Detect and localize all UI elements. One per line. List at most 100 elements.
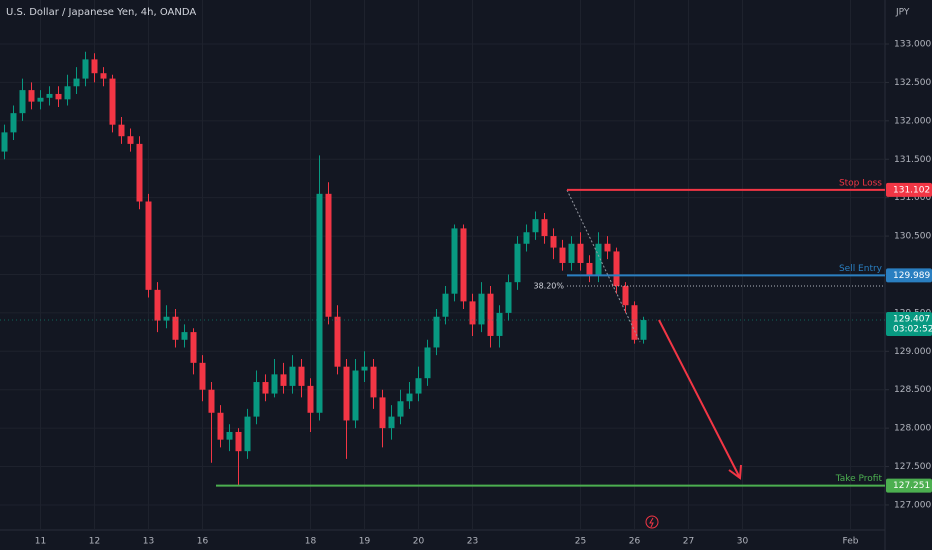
current-price-box: [886, 312, 932, 337]
candle-body: [253, 382, 260, 417]
candle-body: [73, 78, 80, 87]
candle-body: [1, 132, 8, 152]
arrow-head: [728, 464, 742, 480]
candle-body: [586, 262, 593, 275]
candle-body: [532, 219, 539, 233]
candle-body: [298, 366, 305, 386]
trend-line: [566, 189, 641, 343]
candle-body: [640, 320, 647, 340]
candle-body: [415, 378, 422, 394]
y-tick-label: 133.000: [894, 40, 931, 50]
candle-body: [442, 293, 449, 317]
candle-body: [199, 362, 206, 390]
level-name: Stop Loss: [839, 178, 882, 188]
candle-body: [235, 431, 242, 452]
candle-body: [595, 243, 602, 275]
x-tick-label: 25: [575, 537, 586, 547]
candle-body: [325, 193, 332, 317]
candle-body: [145, 201, 152, 290]
x-tick-label: 20: [413, 537, 425, 547]
y-tick-label: 128.000: [894, 424, 931, 434]
candle-body: [271, 374, 278, 394]
candle-body: [127, 136, 134, 144]
candle-body: [577, 243, 584, 263]
candle-body: [352, 370, 359, 421]
y-tick-label: 132.000: [894, 116, 931, 126]
candle-body: [388, 416, 395, 429]
candle-body: [550, 236, 557, 248]
candle-body: [109, 78, 116, 125]
candle-body: [613, 251, 620, 287]
candle-body: [10, 113, 17, 133]
candle-body: [541, 219, 548, 237]
event-bolt: [649, 517, 654, 528]
candle-body: [190, 332, 197, 363]
candle-body: [262, 382, 269, 394]
candle-body: [370, 366, 377, 398]
y-tick-label: 127.000: [894, 500, 931, 510]
candle-body: [46, 93, 53, 98]
x-tick-label: 13: [143, 537, 154, 547]
level-name: Take Profit: [835, 474, 883, 484]
x-tick-label: Feb: [843, 537, 859, 547]
level-price-box: [886, 182, 932, 197]
candle-body: [451, 228, 458, 294]
x-tick-label: 12: [89, 537, 100, 547]
candle-body: [316, 193, 323, 413]
level-price-label: 127.251: [893, 481, 930, 491]
candle-body: [568, 243, 575, 263]
y-tick-label: 129.000: [894, 347, 931, 357]
chart-title: U.S. Dollar / Japanese Yen, 4h, OANDA: [6, 7, 196, 18]
candle-body: [343, 366, 350, 421]
candle-body: [280, 374, 287, 386]
candle-body: [244, 416, 251, 452]
candle-body: [64, 86, 71, 100]
candle-body: [460, 228, 467, 302]
level-name: Sell Entry: [839, 264, 883, 274]
candle-body: [82, 59, 89, 79]
current-price-label: 129.407: [893, 315, 930, 325]
fib-label: 38.20%: [533, 282, 564, 291]
level-price-label: 131.102: [893, 185, 930, 195]
y-tick-label: 132.500: [894, 78, 931, 88]
candle-body: [172, 316, 179, 340]
candle-body: [505, 282, 512, 313]
y-tick-label: 131.500: [894, 155, 931, 165]
candle-body: [19, 90, 26, 114]
candle-body: [379, 397, 386, 429]
candle-body: [154, 289, 161, 321]
x-tick-label: 30: [737, 537, 749, 547]
event-icon: [645, 515, 659, 529]
candle-body: [289, 366, 296, 386]
candle-body: [181, 332, 188, 340]
candle-body: [118, 124, 125, 137]
y-tick-label: 131.000: [894, 193, 931, 203]
x-tick-label: 11: [35, 537, 46, 547]
candle-body: [433, 316, 440, 348]
candle-body: [478, 293, 485, 325]
candle-body: [496, 312, 503, 336]
candle-body: [334, 316, 341, 367]
candles: [1, 51, 647, 486]
candle-body: [208, 389, 215, 413]
candle-body: [487, 293, 494, 336]
candle-body: [163, 316, 170, 321]
candle-body: [406, 393, 413, 402]
candle-body: [136, 143, 143, 202]
candle-body: [55, 93, 62, 100]
y-tick-label: 127.500: [894, 462, 931, 472]
candle-body: [226, 431, 233, 440]
countdown-label: 03:02:52: [893, 325, 932, 335]
candle-body: [622, 286, 629, 306]
y-tick-label: 128.500: [894, 385, 931, 395]
candle-body: [307, 385, 314, 413]
candle-body: [424, 347, 431, 379]
x-tick-label: 18: [305, 537, 317, 547]
currency-label: JPY: [895, 8, 910, 18]
arrow-shaft: [658, 319, 741, 479]
candle-body: [523, 232, 530, 244]
